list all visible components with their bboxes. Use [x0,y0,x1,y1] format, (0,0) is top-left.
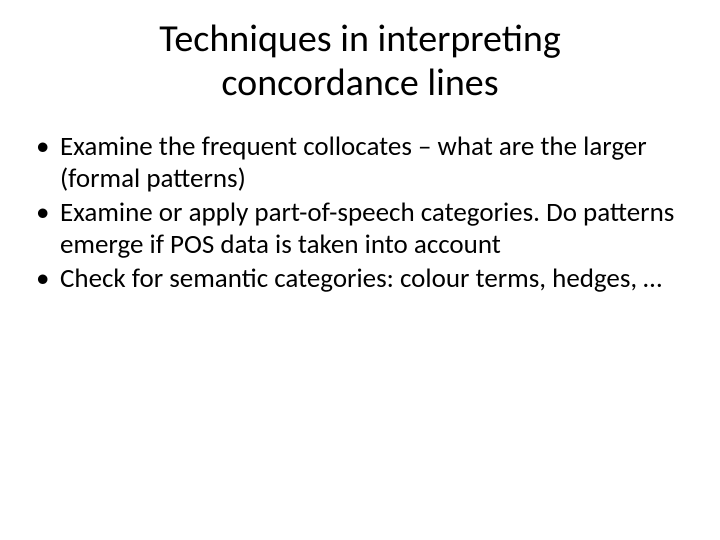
bullet-text: Examine the frequent collocates – what a… [60,130,647,195]
bullet-list: Examine the frequent collocates – what a… [60,131,682,294]
slide-body: Examine the frequent collocates – what a… [0,105,720,294]
slide: Techniques in interpreting concordance l… [0,0,720,540]
slide-title: Techniques in interpreting concordance l… [0,0,720,105]
bullet-text: Examine or apply part-of-speech categori… [60,196,674,261]
list-item: Examine or apply part-of-speech categori… [60,197,682,261]
bullet-text: Check for semantic categories: colour te… [60,262,662,295]
list-item: Check for semantic categories: colour te… [60,263,682,295]
title-line-1: Techniques in interpreting [159,16,561,62]
list-item: Examine the frequent collocates – what a… [60,131,682,195]
title-line-2: concordance lines [221,60,498,106]
